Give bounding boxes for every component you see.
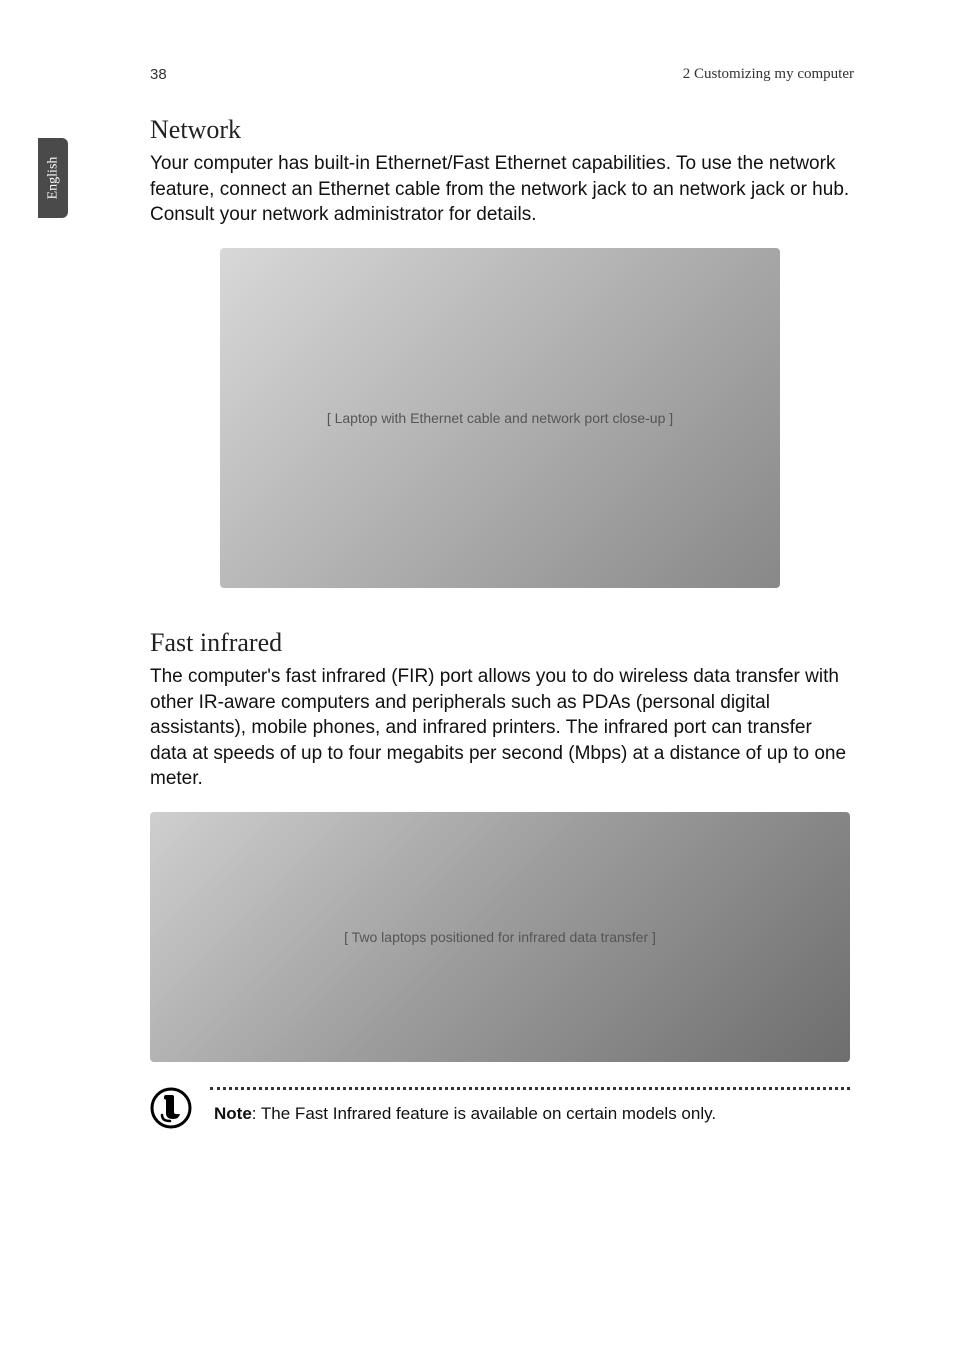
note-body: : The Fast Infrared feature is available… <box>252 1104 716 1123</box>
note-block: Note: The Fast Infrared feature is avail… <box>150 1087 850 1134</box>
fast-infrared-heading: Fast infrared <box>150 628 850 658</box>
fast-infrared-body: The computer's fast infrared (FIR) port … <box>150 664 850 792</box>
section-fast-infrared: Fast infrared The computer's fast infrar… <box>150 628 850 1062</box>
note-content: Note: The Fast Infrared feature is avail… <box>210 1087 850 1124</box>
note-icon <box>150 1087 192 1134</box>
section-network: Network Your computer has built-in Ether… <box>150 115 850 588</box>
network-heading: Network <box>150 115 850 145</box>
fast-infrared-figure: [ Two laptops positioned for infrared da… <box>150 812 850 1062</box>
page-content: Network Your computer has built-in Ether… <box>150 115 850 1134</box>
note-divider <box>210 1087 850 1090</box>
page-number: 38 <box>150 66 167 83</box>
note-label: Note <box>214 1104 252 1123</box>
fast-infrared-figure-alt: [ Two laptops positioned for infrared da… <box>344 929 656 945</box>
chapter-title: 2 Customizing my computer <box>683 66 854 83</box>
language-label: English <box>45 157 61 200</box>
language-side-tab: English <box>38 138 68 218</box>
network-body: Your computer has built-in Ethernet/Fast… <box>150 151 850 228</box>
network-figure: [ Laptop with Ethernet cable and network… <box>220 248 780 588</box>
note-text: Note: The Fast Infrared feature is avail… <box>210 1104 850 1124</box>
network-figure-alt: [ Laptop with Ethernet cable and network… <box>327 410 673 426</box>
